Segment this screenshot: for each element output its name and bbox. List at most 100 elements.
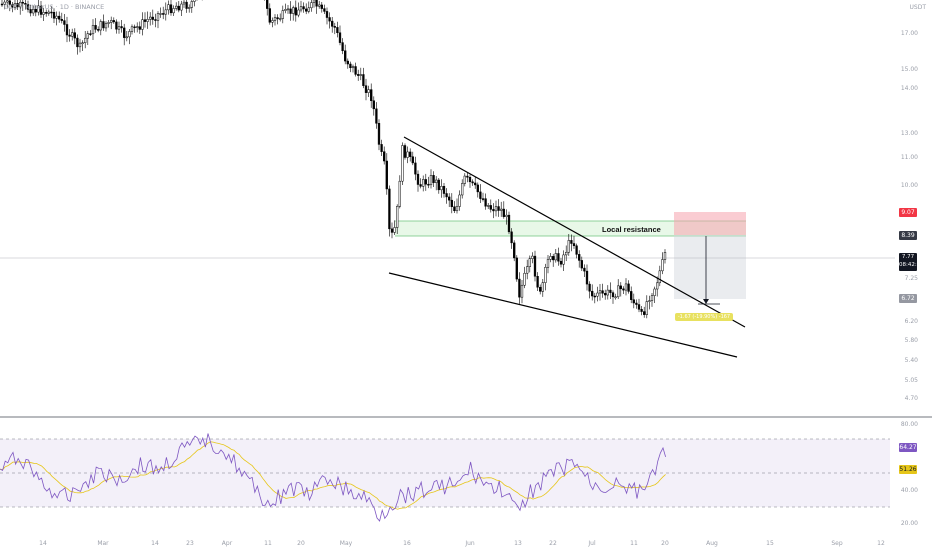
candle-body (349, 63, 352, 69)
candle-body (502, 208, 505, 217)
candle-body (549, 256, 552, 260)
time-tick-label: 15 (766, 540, 774, 547)
candle-body (354, 66, 357, 75)
candle-body (422, 179, 425, 187)
candle-body (107, 22, 110, 24)
time-tick-label: Sep (831, 540, 843, 547)
candle-body (476, 184, 479, 193)
candle-body (34, 8, 37, 13)
candle-body (562, 254, 565, 265)
candle-body (68, 34, 71, 37)
candle-body (474, 182, 477, 186)
price-tick-label: 6.20 (905, 318, 919, 325)
candle-body (383, 151, 386, 162)
candle-body (513, 242, 516, 259)
target-arrow-head (703, 299, 709, 304)
candle-body (622, 288, 625, 291)
candle-body (481, 198, 485, 200)
candle-body (73, 32, 76, 39)
candle-body (188, 7, 191, 9)
candle-body (154, 19, 157, 21)
candle-body (133, 26, 136, 29)
price-tick-label: 10.00 (901, 182, 918, 189)
candle-body (377, 123, 381, 145)
target-label[interactable]: -1.67 (-19.90%) -167 (675, 313, 733, 321)
candle-body (284, 9, 287, 11)
candle-body (575, 245, 578, 255)
candle-body (437, 179, 440, 191)
candle-body (591, 290, 594, 297)
time-tick-label: Mar (97, 540, 109, 547)
candle-body (333, 26, 336, 28)
candle-body (175, 5, 178, 9)
candle-body (297, 9, 300, 16)
candle-body (281, 10, 284, 19)
time-axis[interactable]: 14 Mar 14 23 Apr 11 20 May 16 Jun 13 22 Jul 11 20 Aug 15… (39, 540, 885, 547)
rsi-ma-tag: 51.26 (899, 465, 917, 474)
candle-body (533, 255, 537, 277)
candle-body (318, 4, 321, 7)
candle-body (419, 184, 422, 187)
candle-body (515, 257, 518, 280)
candle-body (588, 283, 591, 292)
candle-body (643, 311, 646, 315)
candle-body (396, 206, 399, 228)
candle-body (494, 206, 498, 212)
price-axis[interactable]: 17.00 15.00 14.00 13.00 11.00 10.00 7.25 6.20 5.… (901, 30, 918, 527)
candle-body (466, 175, 469, 178)
time-tick-label: 12 (877, 540, 885, 547)
candle-body (84, 37, 87, 43)
candles (0, 0, 667, 319)
upper-trendline (403, 136, 746, 328)
candle-body (546, 259, 550, 268)
candle-body (52, 12, 56, 19)
candle-body (13, 3, 17, 8)
candle-body (32, 8, 35, 14)
candle-body (289, 8, 292, 14)
candle-body (115, 21, 118, 30)
candle-body (663, 252, 667, 260)
target-zone (674, 235, 746, 299)
candle-body (388, 188, 391, 230)
candle-body (598, 290, 602, 294)
candle-body (89, 33, 92, 35)
candle-body (182, 1, 186, 5)
candle-body (29, 9, 32, 14)
candle-body (112, 20, 115, 23)
symbol-title[interactable]: DOT / TetherUS · 1D · BINANCE (4, 3, 105, 11)
candle-body (606, 289, 609, 296)
candle-body (479, 191, 482, 199)
candle-body (372, 100, 375, 110)
candle-body (411, 156, 414, 164)
candle-body (94, 25, 97, 30)
candle-body (624, 283, 628, 291)
candle-body (380, 144, 383, 152)
candle-body (39, 5, 43, 15)
candle-body (325, 11, 329, 18)
candle-body (583, 267, 586, 272)
candle-body (0, 3, 4, 6)
candle-body (609, 289, 612, 293)
candle-body (323, 8, 326, 12)
candle-body (8, 0, 11, 5)
candle-body (341, 42, 344, 52)
candle-body (164, 9, 167, 15)
time-tick-label: Jul (587, 540, 596, 547)
candle-body (505, 214, 508, 217)
overlay-zones (0, 212, 895, 299)
candle-body (60, 18, 63, 21)
candle-body (86, 33, 89, 39)
candle-body (338, 32, 342, 43)
price-tick-label: 4.70 (905, 395, 919, 402)
current-price-value: 7.77 (901, 254, 915, 260)
price-tag-target: 6.72 (899, 294, 917, 303)
candle-body (169, 4, 173, 14)
candle-body (492, 209, 495, 212)
price-tick-label: 5.40 (905, 357, 919, 364)
candle-body (656, 282, 659, 290)
candle-body (286, 8, 290, 11)
candle-body (302, 6, 305, 10)
candle-body (604, 293, 607, 296)
candle-body (65, 24, 69, 36)
